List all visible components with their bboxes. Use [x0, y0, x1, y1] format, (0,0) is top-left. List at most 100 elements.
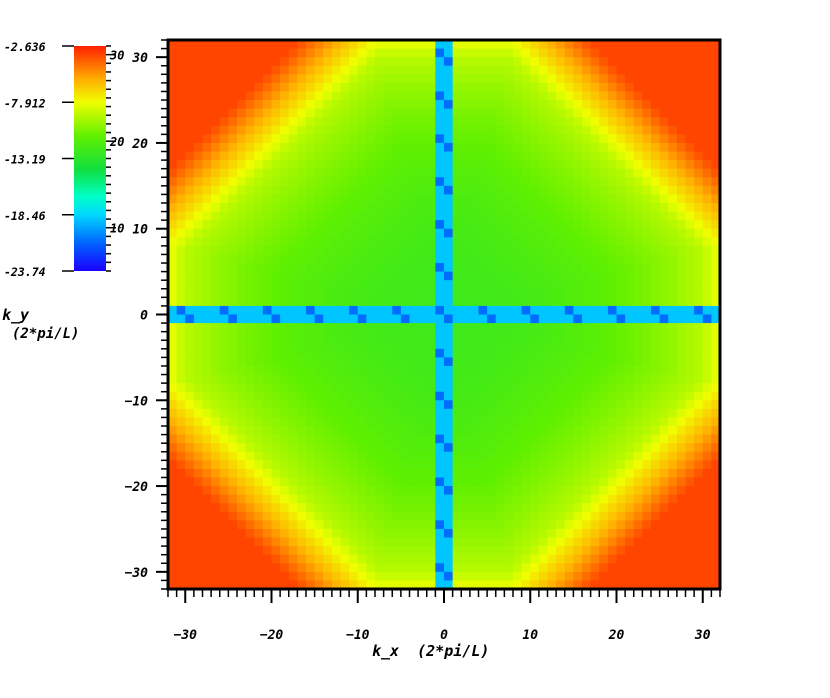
heatmap-cell [478, 494, 488, 504]
heatmap-cell [659, 108, 669, 118]
heatmap-cell [340, 554, 350, 564]
heatmap-cell [642, 202, 652, 213]
heatmap-cell [478, 151, 488, 161]
heatmap-cell [426, 340, 436, 350]
heatmap-cell [409, 160, 419, 170]
heatmap-cell [392, 142, 402, 153]
heatmap-cell [375, 237, 385, 247]
y-axis-label-line2: (2*pi/L) [12, 326, 79, 342]
heatmap-cell [478, 194, 488, 204]
heatmap-cell [331, 451, 342, 461]
heatmap-cell [280, 331, 290, 341]
heatmap-cell [556, 48, 566, 58]
heatmap-cell [538, 57, 549, 67]
heatmap-cell [280, 554, 290, 564]
heatmap-cell [461, 528, 471, 539]
heatmap-cell [280, 168, 290, 178]
heatmap-cell [547, 400, 557, 410]
heatmap-cell [288, 477, 298, 487]
heatmap-cell [513, 374, 523, 384]
heatmap-cell [521, 57, 531, 67]
heatmap-cell [668, 365, 678, 376]
heatmap-cell [254, 374, 264, 384]
heatmap-cell [668, 117, 678, 127]
heatmap-cell [530, 254, 540, 264]
heatmap-cell [702, 245, 712, 256]
heatmap-cell [185, 91, 195, 101]
heatmap-cell [349, 494, 359, 504]
heatmap-cell [271, 211, 281, 221]
heatmap-cell [418, 391, 428, 401]
heatmap-cell [625, 125, 635, 135]
heatmap-cell [400, 391, 411, 401]
heatmap-cell [444, 374, 454, 384]
heatmap-cell [564, 331, 574, 341]
heatmap-cell [547, 151, 557, 161]
heatmap-cell [495, 511, 505, 521]
heatmap-cell [306, 460, 316, 470]
heatmap-cell [340, 228, 350, 238]
heatmap-cell [202, 408, 212, 419]
heatmap-cell [193, 288, 204, 298]
heatmap-cell [642, 554, 652, 564]
heatmap-cell [469, 305, 480, 316]
heatmap-cell [357, 228, 367, 238]
heatmap-cell [556, 177, 566, 187]
heatmap-cell [176, 383, 186, 393]
heatmap-cell [694, 314, 704, 324]
heatmap-cell [237, 271, 247, 281]
heatmap-cell [185, 314, 195, 324]
heatmap-cell [400, 168, 411, 178]
heatmap-cell [702, 228, 712, 238]
heatmap-cell [538, 546, 549, 556]
heatmap-cell [633, 271, 643, 281]
heatmap-cell [711, 245, 721, 256]
heatmap-cell [469, 245, 480, 256]
heatmap-cell [237, 74, 247, 84]
heatmap-cell [495, 486, 505, 496]
heatmap-cell [193, 580, 204, 590]
heatmap-cell [469, 263, 480, 273]
heatmap-cell [435, 305, 445, 316]
heatmap-cell [452, 511, 462, 521]
heatmap-cell [323, 408, 333, 419]
heatmap-cell [219, 580, 229, 590]
heatmap-cell [607, 177, 618, 187]
heatmap-cell [349, 537, 359, 547]
heatmap-cell [530, 117, 540, 127]
heatmap-cell [478, 417, 488, 427]
heatmap-cell [400, 426, 411, 436]
heatmap-cell [280, 460, 290, 470]
heatmap-cell [400, 323, 411, 333]
heatmap-cell [245, 82, 255, 93]
heatmap-cell [426, 417, 436, 427]
heatmap-cell [573, 546, 583, 556]
heatmap-cell [185, 391, 195, 401]
heatmap-cell [556, 460, 566, 470]
heatmap-cell [262, 202, 273, 213]
heatmap-cell [504, 65, 514, 75]
heatmap-cell [582, 477, 592, 487]
heatmap-cell [616, 563, 626, 573]
heatmap-cell [219, 288, 229, 298]
heatmap-cell [685, 160, 695, 170]
heatmap-cell [219, 108, 229, 118]
heatmap-cell [349, 546, 359, 556]
heatmap-cell [599, 228, 609, 238]
heatmap-cell [651, 142, 661, 153]
heatmap-cell [607, 511, 618, 521]
heatmap-cell [452, 468, 462, 479]
heatmap-cell [357, 323, 367, 333]
heatmap-cell [357, 288, 367, 298]
heatmap-cell [590, 331, 600, 341]
heatmap-cell [642, 400, 652, 410]
heatmap-cell [556, 520, 566, 530]
heatmap-cell [685, 348, 695, 358]
heatmap-cell [383, 443, 393, 453]
heatmap-cell [625, 503, 635, 513]
heatmap-cell [599, 74, 609, 84]
heatmap-cell [668, 74, 678, 84]
heatmap-cell [280, 228, 290, 238]
